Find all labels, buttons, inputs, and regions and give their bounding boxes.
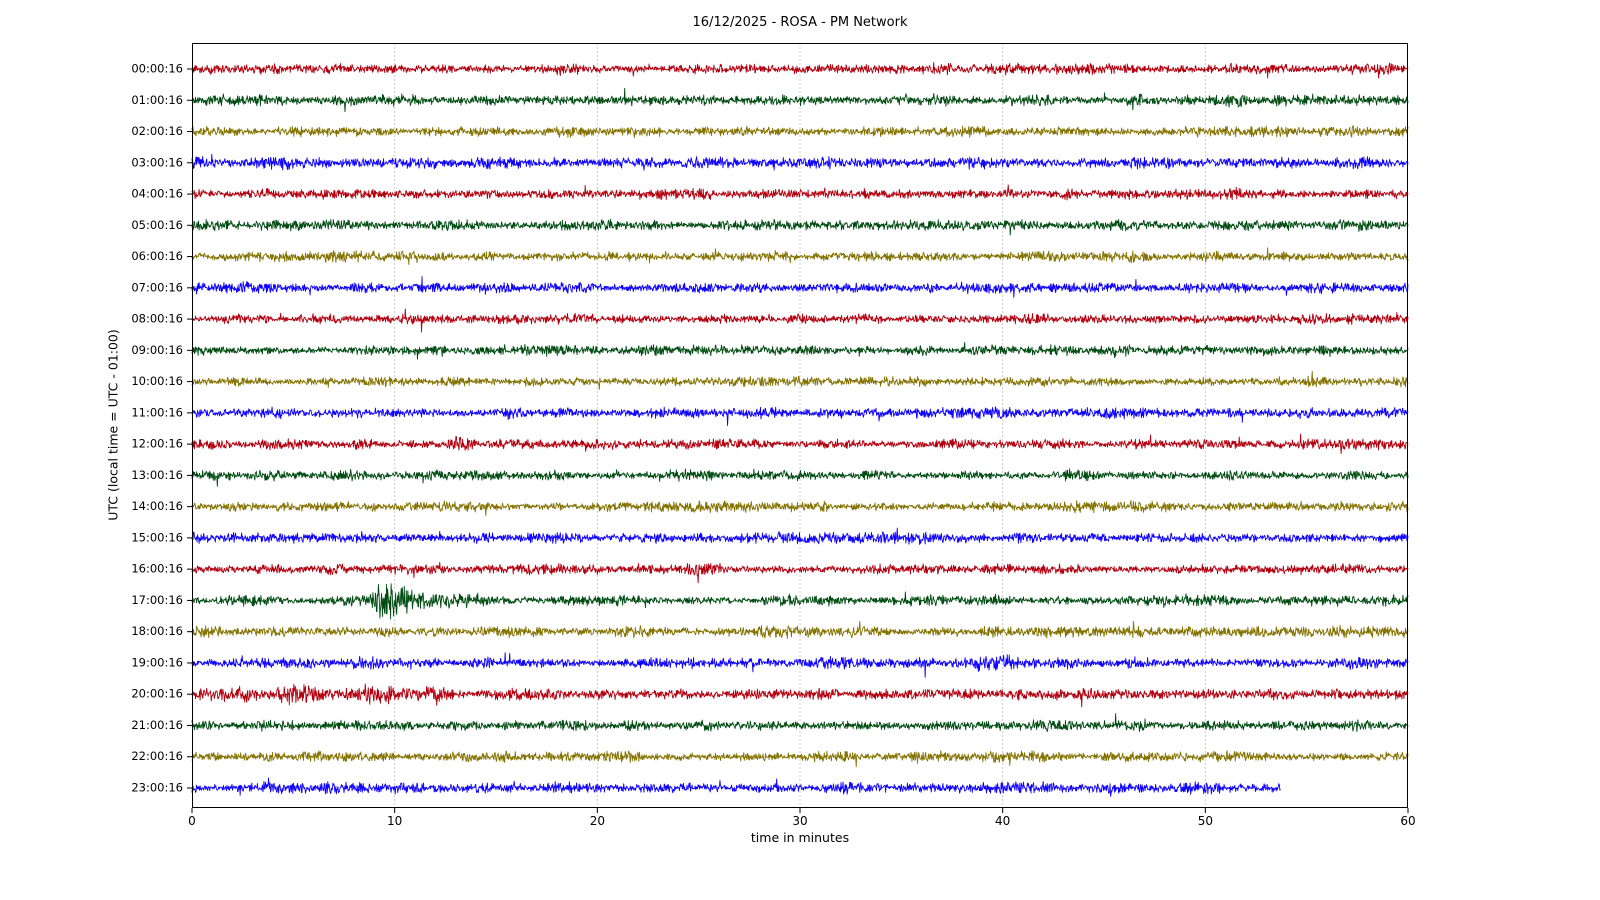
trace-row-140016 (191, 500, 1409, 517)
trace-row-180016 (191, 620, 1409, 640)
trace-row-070016 (191, 276, 1409, 298)
trace-row-170016 (191, 583, 1409, 620)
trace-label: 09:00:16 (131, 343, 183, 357)
x-tick-label: 60 (1400, 814, 1415, 828)
trace-label: 02:00:16 (131, 124, 183, 138)
trace-label: 13:00:16 (131, 468, 183, 482)
trace-row-010016 (191, 87, 1409, 113)
trace-label: 01:00:16 (131, 93, 183, 107)
trace-label: 22:00:16 (131, 749, 183, 763)
trace-row-150016 (191, 527, 1409, 545)
trace-row-040016 (191, 184, 1409, 201)
trace-label: 06:00:16 (131, 249, 183, 263)
trace-label: 20:00:16 (131, 687, 183, 701)
trace-row-090016 (191, 341, 1409, 360)
x-tick-label: 10 (387, 814, 402, 828)
trace-label: 05:00:16 (131, 218, 183, 232)
trace-row-110016 (191, 406, 1409, 426)
trace-row-030016 (191, 153, 1409, 171)
x-tick-label: 50 (1198, 814, 1213, 828)
x-tick-label: 30 (792, 814, 807, 828)
x-tick-label: 40 (995, 814, 1010, 828)
trace-row-210016 (191, 713, 1409, 733)
trace-row-160016 (191, 561, 1409, 584)
trace-row-020016 (191, 125, 1409, 139)
trace-label: 23:00:16 (131, 780, 183, 794)
trace-label: 15:00:16 (131, 530, 183, 544)
trace-label: 17:00:16 (131, 593, 183, 607)
trace-label: 00:00:16 (131, 62, 183, 76)
trace-row-220016 (191, 750, 1409, 768)
trace-row-050016 (191, 218, 1409, 236)
trace-row-190016 (191, 652, 1409, 678)
x-axis-label: time in minutes (750, 830, 850, 845)
trace-label: 03:00:16 (131, 155, 183, 169)
trace-label: 08:00:16 (131, 312, 183, 326)
trace-row-100016 (191, 370, 1409, 390)
trace-label: 07:00:16 (131, 280, 183, 294)
trace-label: 19:00:16 (131, 655, 183, 669)
trace-label: 10:00:16 (131, 374, 183, 388)
chart-title: 16/12/2025 - ROSA - PM Network (692, 15, 908, 30)
trace-row-130016 (191, 468, 1409, 487)
trace-row-120016 (191, 433, 1409, 455)
trace-label: 14:00:16 (131, 499, 183, 513)
x-tick-label: 20 (590, 814, 605, 828)
plot-border (192, 43, 1408, 808)
x-tick-label: 0 (188, 814, 196, 828)
trace-row-200016 (191, 683, 1409, 708)
trace-row-230016 (191, 777, 1281, 797)
trace-label: 18:00:16 (131, 624, 183, 638)
trace-label: 21:00:16 (131, 718, 183, 732)
trace-row-000016 (191, 62, 1409, 79)
trace-label: 16:00:16 (131, 562, 183, 576)
trace-row-080016 (191, 308, 1409, 333)
trace-label: 04:00:16 (131, 187, 183, 201)
trace-row-060016 (191, 247, 1409, 265)
trace-label: 11:00:16 (131, 405, 183, 419)
trace-label: 12:00:16 (131, 437, 183, 451)
